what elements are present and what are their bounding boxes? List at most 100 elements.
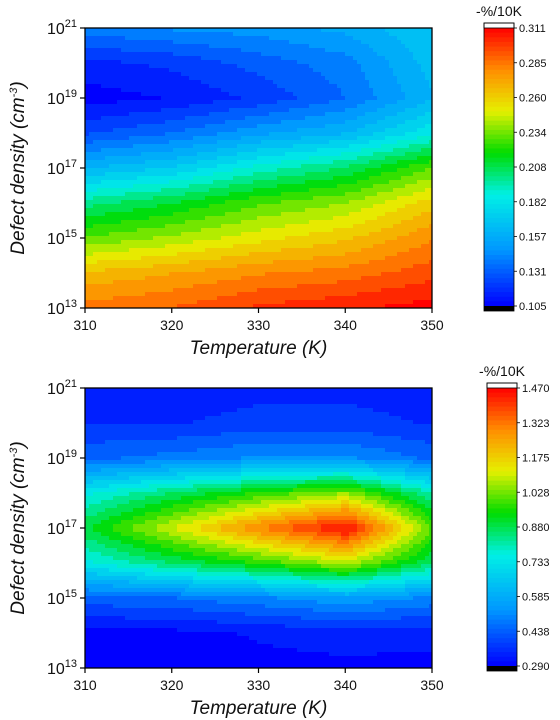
heatmap-cell [329,92,334,97]
heatmap-cell [277,224,282,229]
heatmap-cell [389,44,394,49]
heatmap-cell [177,92,182,97]
heatmap-cell [125,76,130,81]
heatmap-cell [361,172,366,177]
heatmap-cell [245,164,250,169]
heatmap-cell [297,156,302,161]
heatmap-cell [229,140,234,145]
heatmap-cell [205,160,210,165]
heatmap-cell [225,84,230,89]
heatmap-cell [153,92,158,97]
heatmap-cell [213,192,218,197]
heatmap-cell [125,228,130,233]
heatmap-cell [381,92,386,97]
heatmap-cell [213,152,218,157]
heatmap-cell [113,180,118,185]
heatmap-cell [297,216,302,221]
heatmap-cell [173,32,178,37]
heatmap-cell [281,172,286,177]
heatmap-cell [109,208,114,213]
heatmap-cell [357,36,362,41]
heatmap-cell [361,28,366,33]
heatmap-cell [237,136,242,141]
heatmap-cell [237,144,242,149]
heatmap-cell [325,172,330,177]
heatmap-cell [377,76,382,81]
heatmap-cell [269,132,274,137]
heatmap-cell [345,208,350,213]
heatmap-cell [385,120,390,125]
heatmap-cell [97,152,102,157]
heatmap-cell [153,100,158,105]
heatmap-cell [257,244,262,249]
heatmap-cell [429,236,432,241]
heatmap-cell [365,80,370,85]
heatmap-cell [337,228,342,233]
heatmap-cell [117,224,122,229]
heatmap-cell [241,156,246,161]
heatmap-cell [425,208,430,213]
heatmap-cell [265,152,270,157]
heatmap-cell [149,244,154,249]
heatmap-cell [101,88,106,93]
heatmap-cell [401,144,406,149]
heatmap-cell [197,156,202,161]
heatmap-cell [397,232,402,237]
heatmap-cell [425,136,430,141]
heatmap-cell [213,204,218,209]
heatmap-cell [305,152,310,157]
heatmap-cell [369,252,374,257]
heatmap-cell [421,80,426,85]
heatmap-cell [85,148,90,153]
heatmap-cell [189,256,194,261]
heatmap-cell [273,124,278,129]
heatmap-cell [225,196,230,201]
heatmap-cell [425,88,430,93]
heatmap-cell [341,160,346,165]
heatmap-cell [149,116,154,121]
heatmap-cell [377,56,382,61]
heatmap-cell [265,132,270,137]
heatmap-cell [253,144,258,149]
heatmap-cell [245,200,250,205]
heatmap-cell [173,228,178,233]
heatmap-cell [353,192,358,197]
heatmap-cell [285,36,290,41]
heatmap-cell [337,68,342,73]
heatmap-cell [361,204,366,209]
heatmap-cell [301,192,306,197]
heatmap-cell [221,240,226,245]
heatmap-cell [273,240,278,245]
heatmap-cell [97,232,102,237]
heatmap-cell [85,212,90,217]
heatmap-cell [165,196,170,201]
heatmap-cell [301,108,306,113]
heatmap-cell [333,104,338,109]
heatmap-cell [425,132,430,137]
heatmap-cell [393,244,398,249]
heatmap-cell [169,64,174,69]
heatmap-cell [277,100,282,105]
heatmap-cell [309,132,314,137]
heatmap-cell [417,112,422,117]
heatmap-cell [233,192,238,197]
heatmap-cell [89,136,94,141]
heatmap-cell [317,172,322,177]
heatmap-cell [125,180,130,185]
heatmap-cell [209,252,214,257]
heatmap-cell [385,188,390,193]
heatmap-cell [289,72,294,77]
heatmap-cell [425,156,430,161]
heatmap-cell [309,236,314,241]
heatmap-cell [401,88,406,93]
heatmap-cell [365,88,370,93]
heatmap-cell [333,124,338,129]
heatmap-cell [405,112,410,117]
heatmap-cell [265,224,270,229]
heatmap-cell [241,228,246,233]
heatmap-cell [165,116,170,121]
heatmap-cell [217,76,222,81]
heatmap-cell [149,60,154,65]
heatmap-cell [165,176,170,181]
heatmap-cell [173,216,178,221]
